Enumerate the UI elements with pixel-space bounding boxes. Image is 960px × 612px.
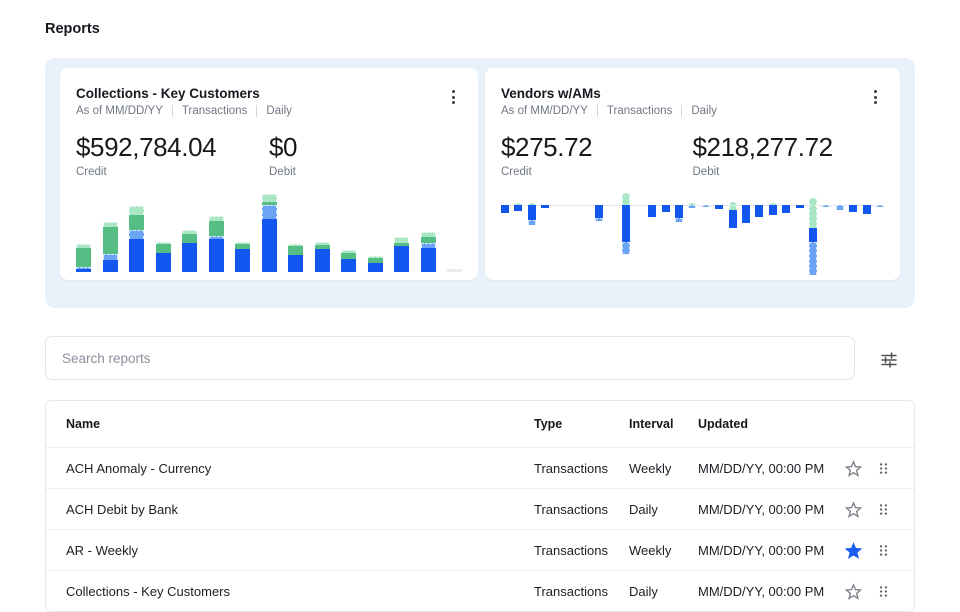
search-bar <box>45 336 855 380</box>
report-interval: Weekly <box>629 542 672 558</box>
table-row[interactable]: ACH Debit by Bank Transactions Daily MM/… <box>46 488 914 529</box>
drag-handle-icon[interactable] <box>870 502 896 517</box>
table-row[interactable]: AR - Weekly Transactions Weekly MM/DD/YY… <box>46 529 914 570</box>
vendors-chart <box>501 190 884 275</box>
col-updated: Updated <box>698 417 748 431</box>
drag-handle-icon[interactable] <box>870 461 896 476</box>
card-interval: Daily <box>256 105 301 117</box>
report-interval: Daily <box>629 583 658 599</box>
card-header: Vendors w/AMs As of MM/DD/YY Transaction… <box>501 86 884 117</box>
drag-handle-icon[interactable] <box>870 543 896 558</box>
col-name: Name <box>66 417 101 431</box>
card-asof: As of MM/DD/YY <box>76 105 163 117</box>
card-header: Collections - Key Customers As of MM/DD/… <box>76 86 462 117</box>
kebab-menu-icon[interactable] <box>444 88 462 106</box>
sliders-icon[interactable] <box>876 347 902 373</box>
card-asof: As of MM/DD/YY <box>501 105 588 117</box>
report-updated: MM/DD/YY, 00:00 PM <box>698 583 825 599</box>
debit-amount: $0 <box>269 132 298 162</box>
card-amounts: $275.72 Credit $218,277.72 Debit <box>501 132 884 178</box>
report-name[interactable]: Collections - Key Customers <box>66 583 230 599</box>
page-title: Reports <box>45 21 100 37</box>
report-name[interactable]: AR - Weekly <box>66 542 138 558</box>
star-icon[interactable] <box>836 500 870 519</box>
card-type: Transactions <box>596 105 681 117</box>
report-interval: Daily <box>629 501 658 517</box>
collections-chart <box>76 194 462 272</box>
debit-label: Debit <box>692 166 720 178</box>
drag-handle-icon[interactable] <box>870 584 896 599</box>
credit-amount: $275.72 <box>501 132 593 162</box>
col-interval: Interval <box>629 417 674 431</box>
table-row[interactable]: ACH Anomaly - Currency Transactions Week… <box>46 447 914 488</box>
star-icon[interactable] <box>836 541 870 560</box>
report-type: Transactions <box>534 460 608 476</box>
report-type: Transactions <box>534 583 608 599</box>
report-type: Transactions <box>534 542 608 558</box>
debit-amount: $218,277.72 <box>692 132 834 162</box>
report-card-vendors[interactable]: Vendors w/AMs As of MM/DD/YY Transaction… <box>485 68 900 280</box>
report-name[interactable]: ACH Anomaly - Currency <box>66 460 212 476</box>
table-header: Name Type Interval Updated <box>46 401 914 447</box>
featured-reports-panel: Collections - Key Customers As of MM/DD/… <box>45 58 915 308</box>
report-interval: Weekly <box>629 460 672 476</box>
card-amounts: $592,784.04 Credit $0 Debit <box>76 132 462 178</box>
report-updated: MM/DD/YY, 00:00 PM <box>698 460 825 476</box>
search-input[interactable] <box>46 337 854 379</box>
card-interval: Daily <box>681 105 726 117</box>
card-title: Collections - Key Customers <box>76 86 260 101</box>
card-subtitle: As of MM/DD/YY Transactions Daily <box>76 105 301 117</box>
col-type: Type <box>534 417 563 431</box>
credit-amount: $592,784.04 <box>76 132 217 162</box>
report-updated: MM/DD/YY, 00:00 PM <box>698 501 825 517</box>
report-name[interactable]: ACH Debit by Bank <box>66 501 178 517</box>
star-icon[interactable] <box>836 582 870 601</box>
report-card-collections[interactable]: Collections - Key Customers As of MM/DD/… <box>60 68 478 280</box>
kebab-menu-icon[interactable] <box>866 88 884 106</box>
debit-label: Debit <box>269 166 296 178</box>
report-type: Transactions <box>534 501 608 517</box>
card-subtitle: As of MM/DD/YY Transactions Daily <box>501 105 726 117</box>
table-row[interactable]: Collections - Key Customers Transactions… <box>46 570 914 611</box>
report-updated: MM/DD/YY, 00:00 PM <box>698 542 825 558</box>
reports-table: Name Type Interval Updated ACH Anomaly -… <box>45 400 915 612</box>
credit-label: Credit <box>501 166 532 178</box>
card-type: Transactions <box>171 105 256 117</box>
credit-label: Credit <box>76 166 107 178</box>
card-title: Vendors w/AMs <box>501 86 601 101</box>
star-icon[interactable] <box>836 459 870 478</box>
report-table-body: ACH Anomaly - Currency Transactions Week… <box>46 447 914 611</box>
